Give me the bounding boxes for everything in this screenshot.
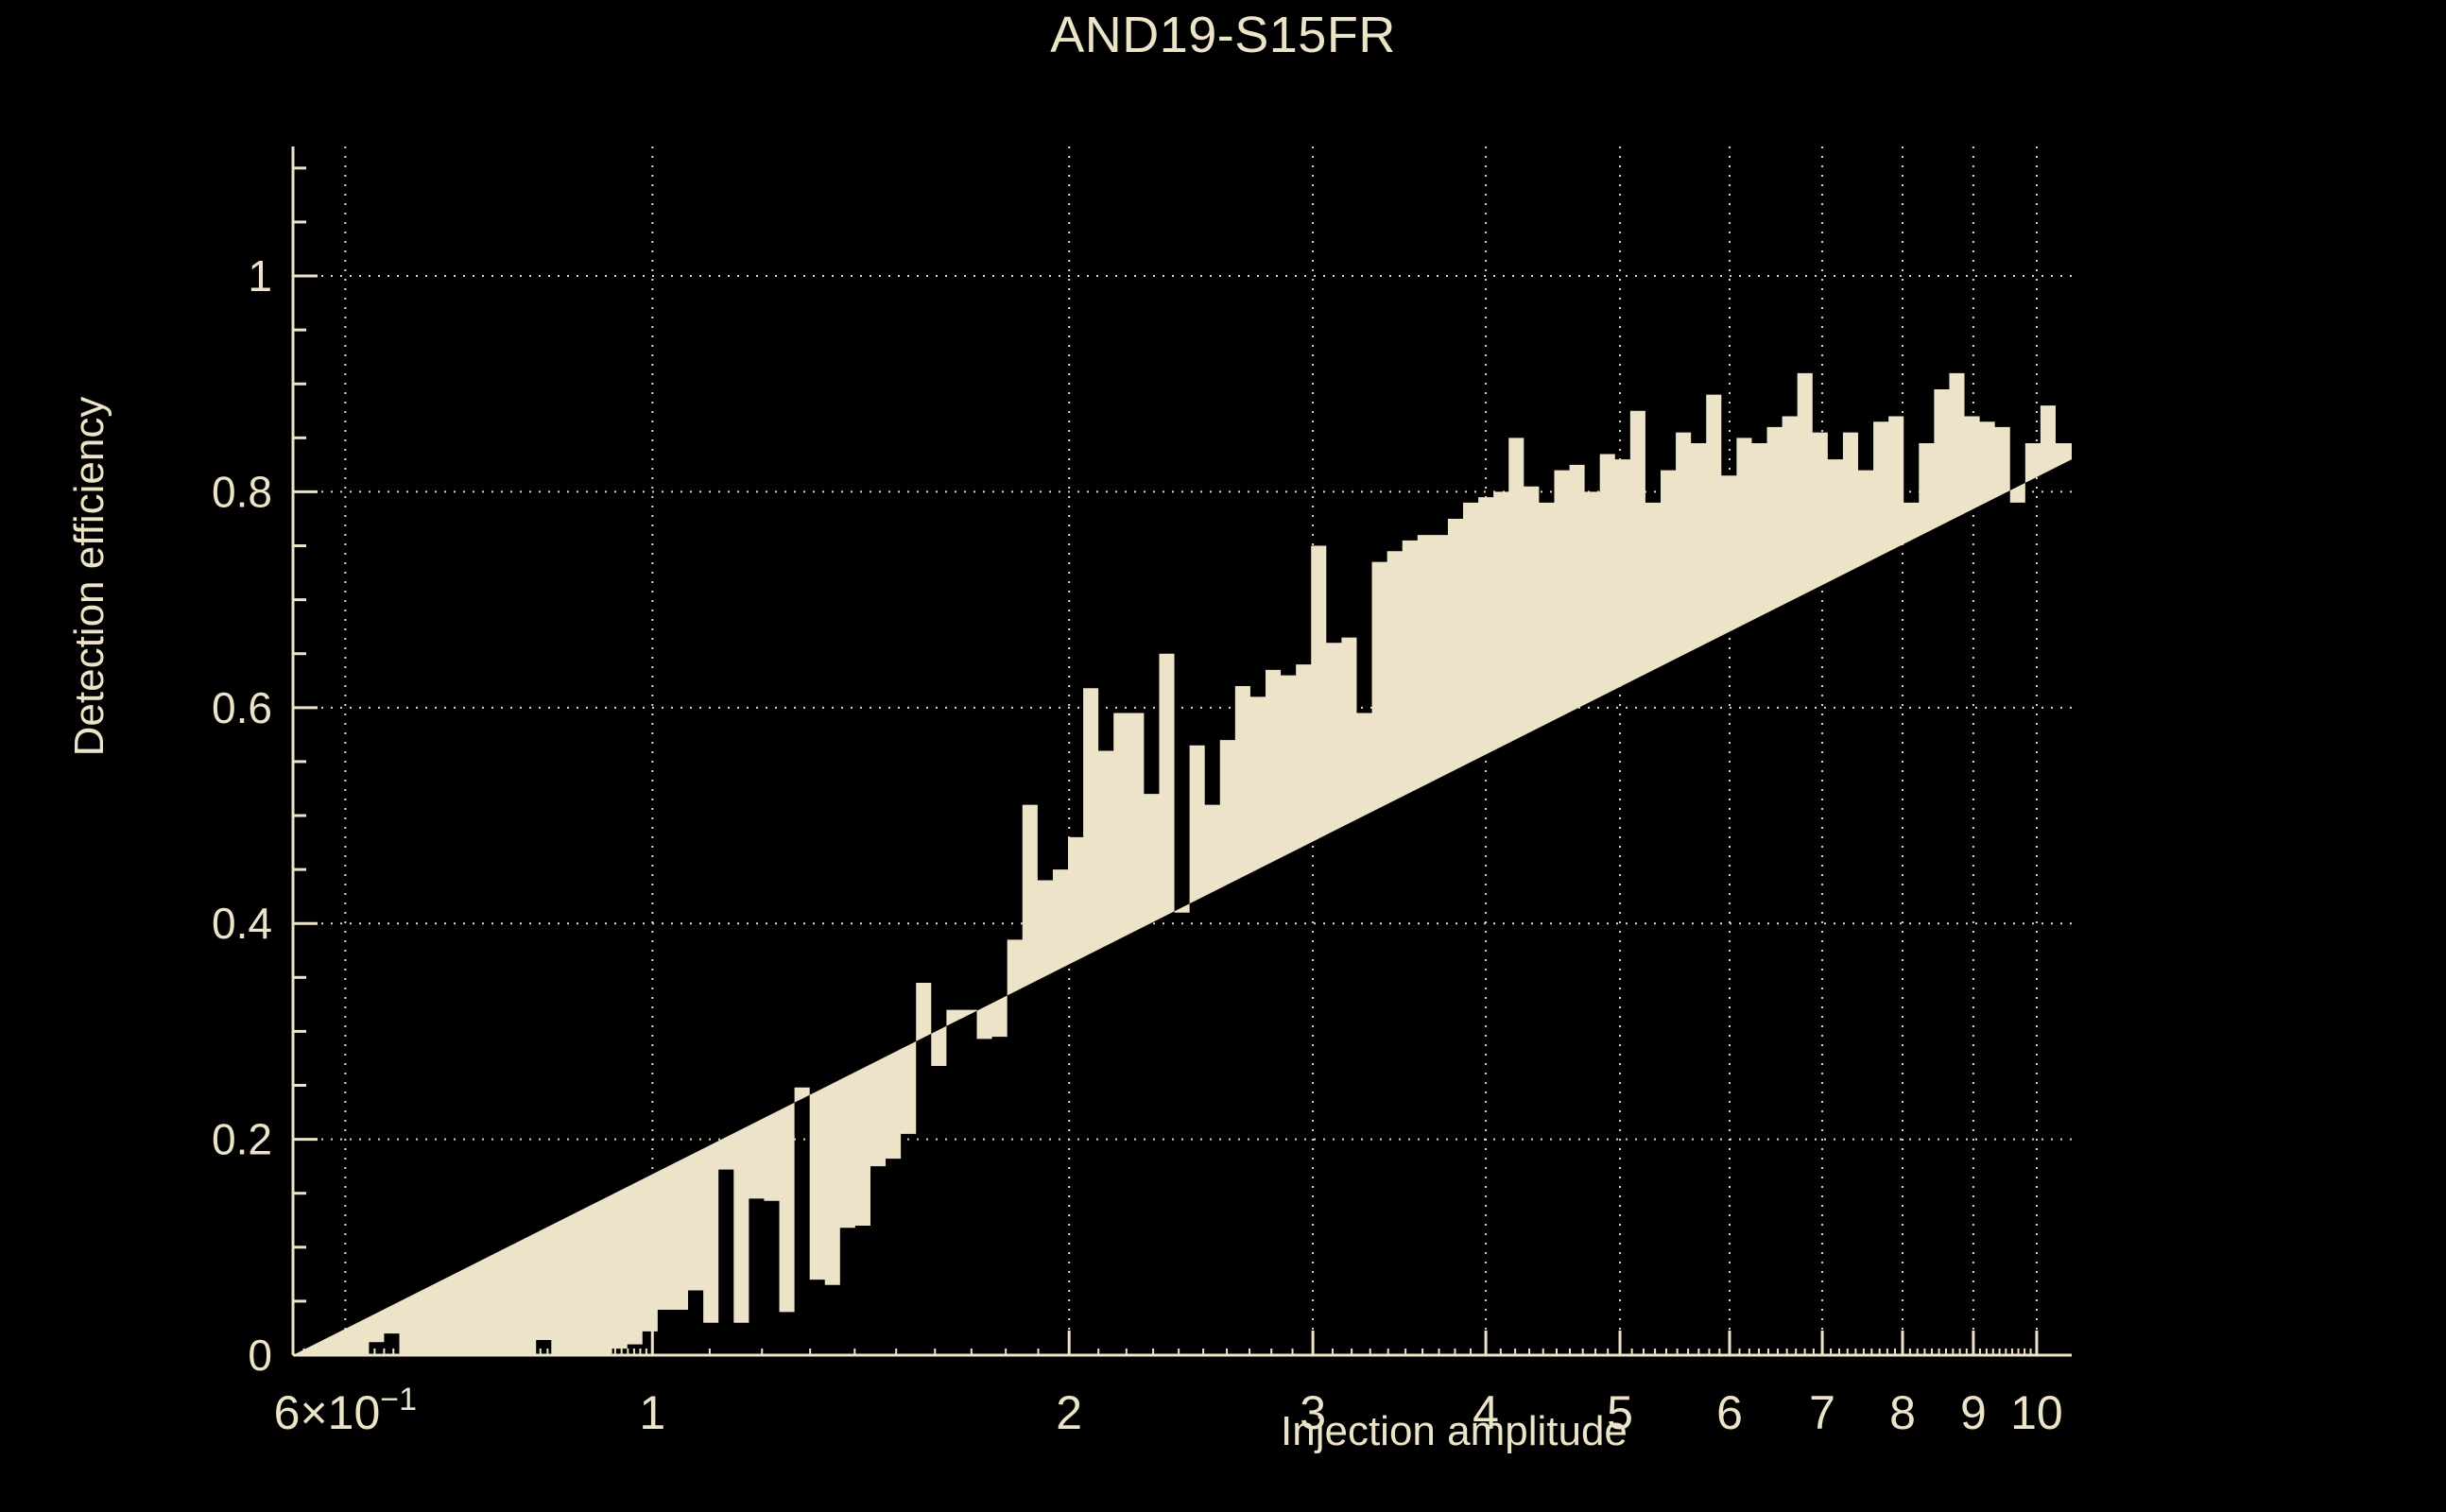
x-tick-label: 3 [1300, 1386, 1326, 1439]
y-tick-label: 0 [248, 1331, 272, 1380]
x-axis-tick-labels: 6×10−1 1 2 3 4 5 6 7 8 9 10 [274, 1382, 2063, 1439]
x-tick-label: 1 [639, 1386, 665, 1439]
y-tick-label: 0.6 [212, 683, 272, 732]
x-tick-label: 6×10−1 [274, 1382, 417, 1439]
x-tick-label: 4 [1473, 1386, 1499, 1439]
page-title: AND19-S15FR [1050, 7, 1396, 63]
x-axis-title: Injection amplitude [1281, 1408, 1628, 1454]
axis-ticks [292, 166, 2039, 1357]
x-tick-label: 8 [1889, 1386, 1916, 1439]
y-tick-label: 1 [248, 251, 272, 301]
x-tick-label: 9 [1960, 1386, 1987, 1439]
y-tick-label: 0.2 [212, 1115, 272, 1164]
y-tick-label: 0.8 [212, 467, 272, 516]
x-tick-label: 2 [1056, 1386, 1082, 1439]
histogram-bars [293, 372, 2072, 1355]
x-tick-label: 10 [2010, 1386, 2063, 1439]
y-tick-label: 0.4 [212, 899, 272, 948]
x-tick-label: 7 [1809, 1386, 1835, 1439]
y-axis-tick-labels: 0 0.2 0.4 0.6 0.8 1 [212, 251, 272, 1380]
grid-lines [293, 146, 2072, 1355]
x-tick-label: 5 [1607, 1386, 1633, 1439]
axis-lines [291, 146, 2072, 1357]
x-tick-label: 6 [1716, 1386, 1743, 1439]
